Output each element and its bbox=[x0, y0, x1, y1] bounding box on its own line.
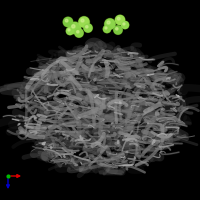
Circle shape bbox=[65, 19, 68, 22]
Circle shape bbox=[116, 28, 118, 30]
Circle shape bbox=[66, 27, 74, 34]
Circle shape bbox=[78, 17, 90, 27]
Circle shape bbox=[123, 23, 125, 25]
Circle shape bbox=[107, 21, 110, 24]
Circle shape bbox=[66, 27, 74, 35]
Circle shape bbox=[122, 21, 128, 28]
Circle shape bbox=[79, 17, 89, 27]
Circle shape bbox=[77, 31, 79, 33]
Circle shape bbox=[69, 22, 81, 34]
Circle shape bbox=[105, 19, 115, 29]
Circle shape bbox=[70, 22, 80, 33]
Circle shape bbox=[84, 24, 92, 32]
Circle shape bbox=[72, 25, 75, 28]
Circle shape bbox=[75, 29, 83, 37]
Circle shape bbox=[117, 17, 120, 20]
Circle shape bbox=[86, 26, 88, 28]
Circle shape bbox=[114, 26, 122, 34]
Circle shape bbox=[105, 27, 107, 29]
Circle shape bbox=[114, 26, 122, 34]
Circle shape bbox=[121, 21, 129, 29]
Circle shape bbox=[81, 19, 84, 22]
Polygon shape bbox=[4, 47, 196, 178]
Circle shape bbox=[104, 19, 116, 29]
Circle shape bbox=[103, 25, 111, 33]
Circle shape bbox=[68, 29, 70, 31]
Circle shape bbox=[116, 16, 124, 24]
Circle shape bbox=[104, 25, 110, 32]
Circle shape bbox=[84, 24, 92, 32]
Circle shape bbox=[63, 17, 73, 27]
Circle shape bbox=[64, 18, 72, 26]
Circle shape bbox=[115, 15, 125, 25]
Circle shape bbox=[75, 29, 83, 37]
